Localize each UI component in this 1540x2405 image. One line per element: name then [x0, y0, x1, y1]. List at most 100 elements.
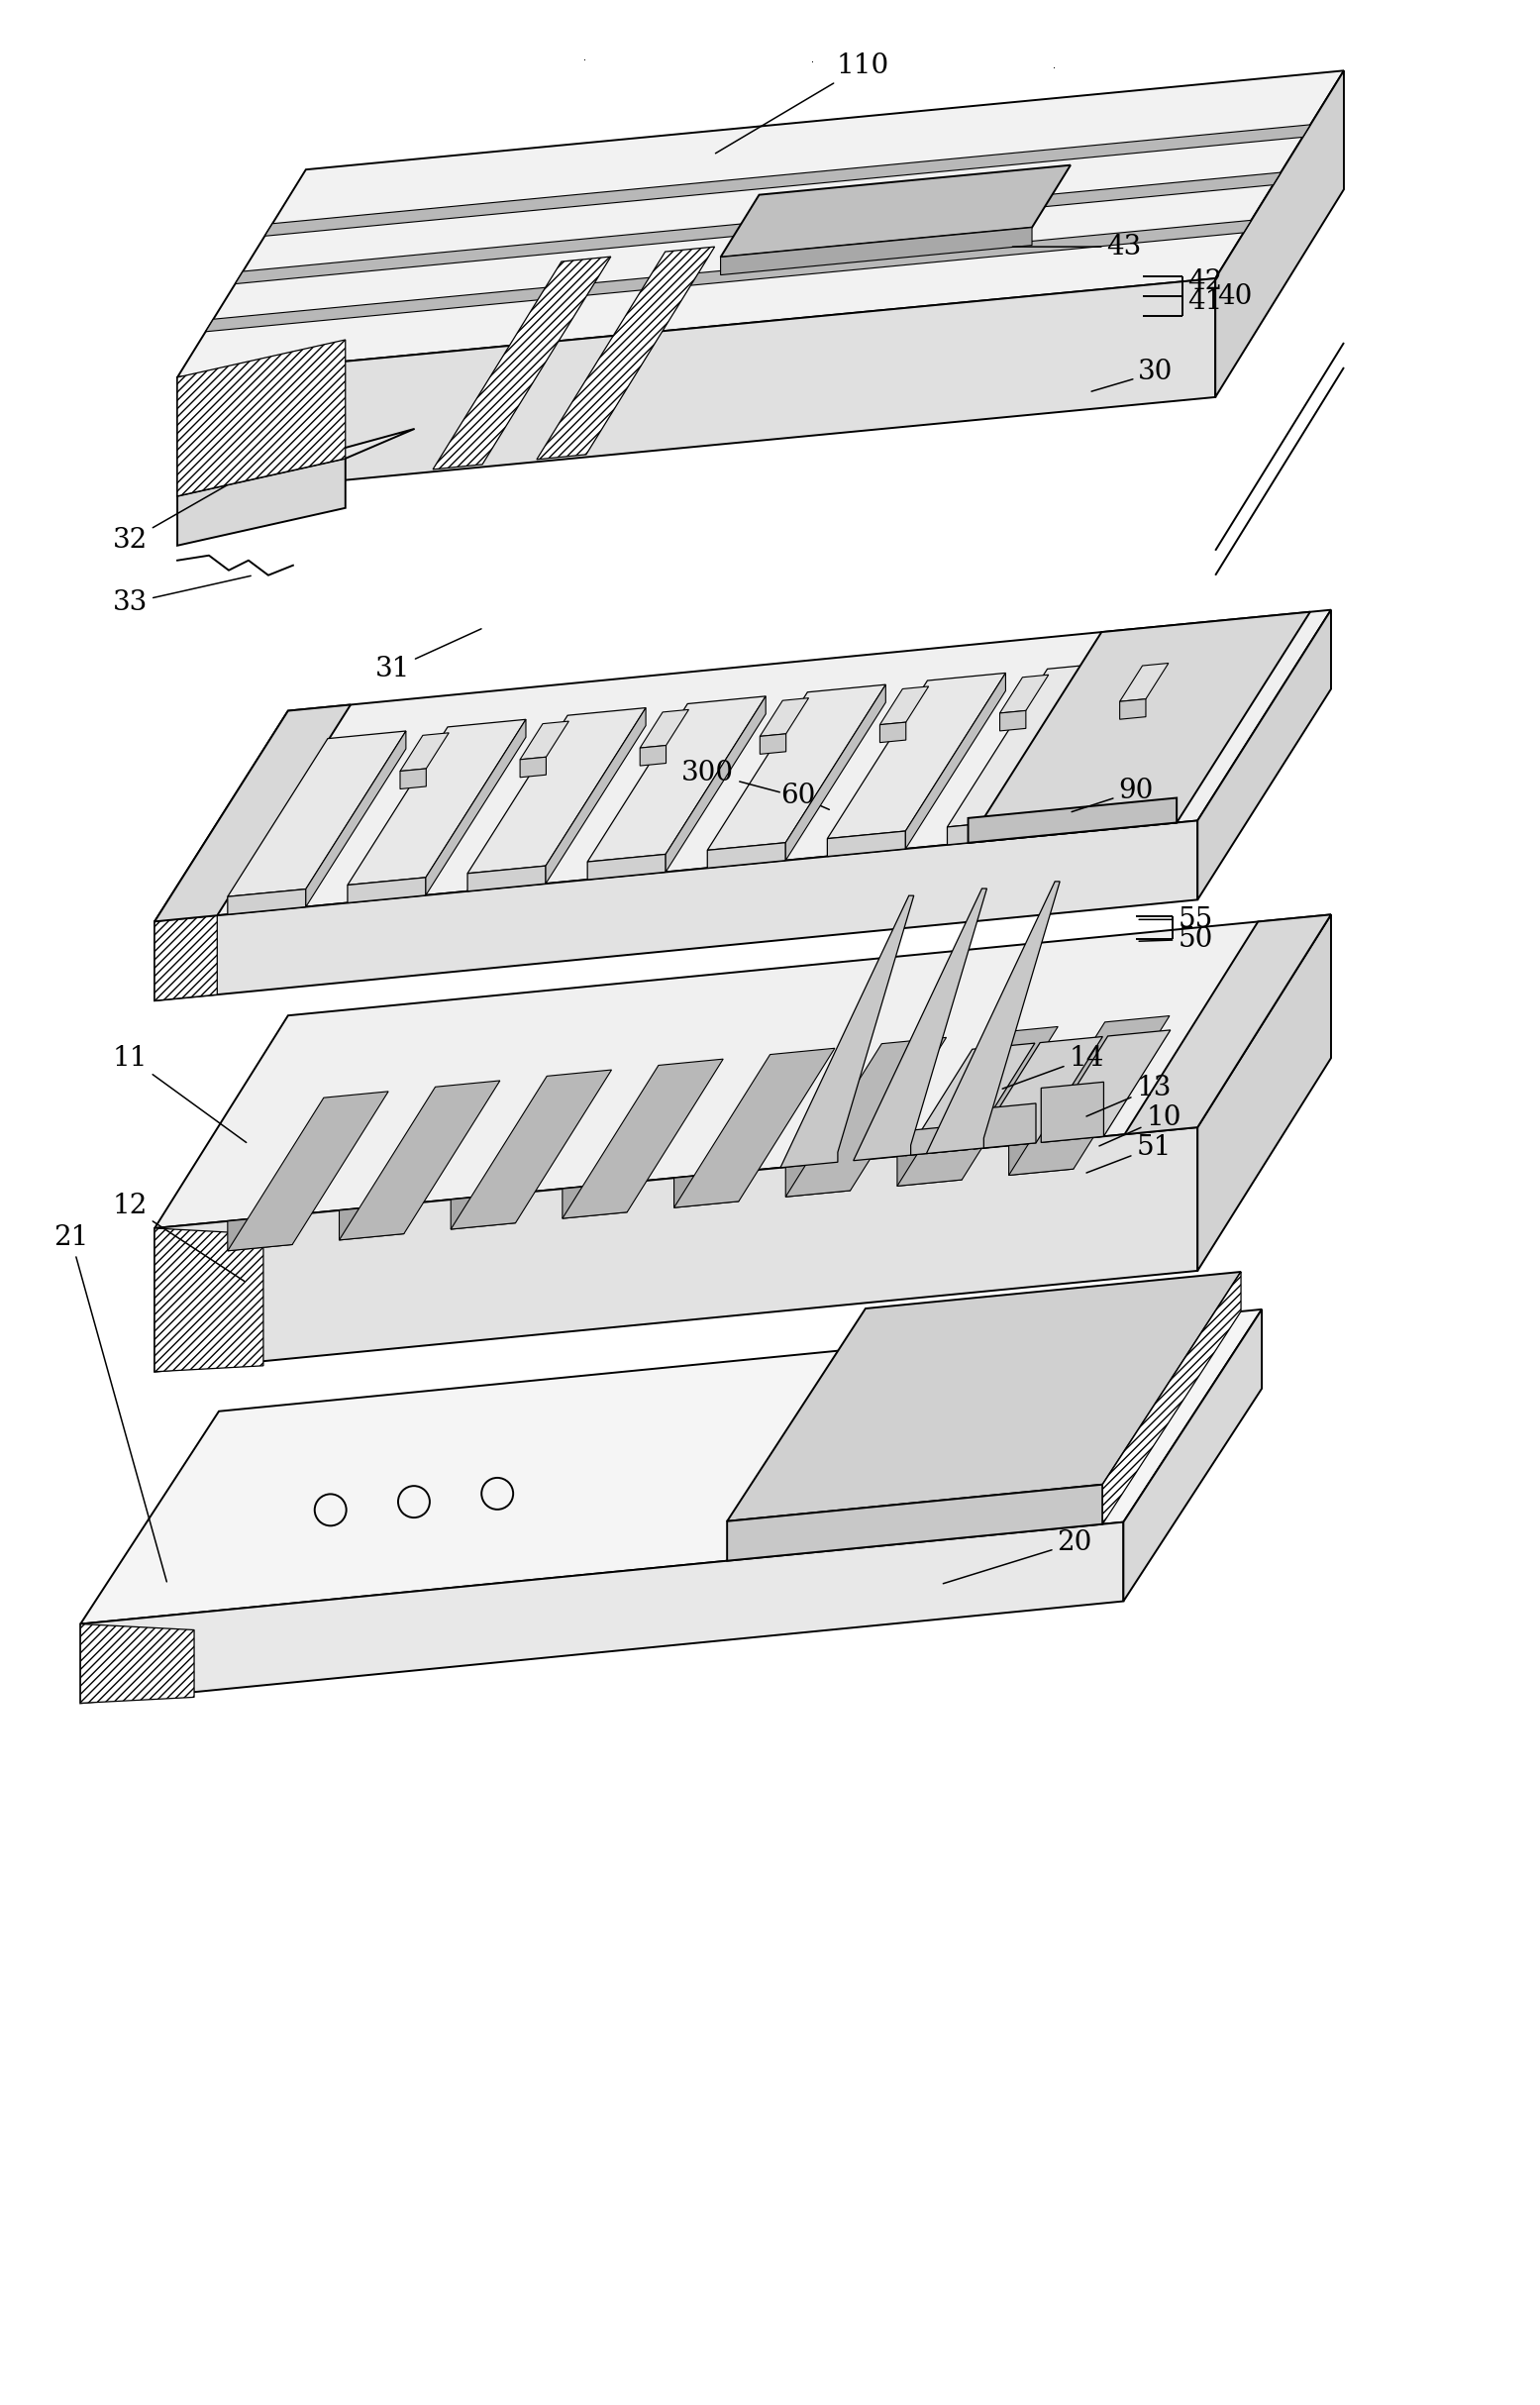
Polygon shape [898, 1150, 962, 1186]
Polygon shape [1103, 1272, 1241, 1525]
Polygon shape [707, 685, 885, 851]
Polygon shape [177, 339, 345, 495]
Polygon shape [675, 1049, 835, 1207]
Polygon shape [425, 719, 525, 895]
Text: 90: 90 [1072, 777, 1153, 813]
Polygon shape [154, 916, 217, 1000]
Polygon shape [785, 685, 886, 861]
Polygon shape [969, 798, 1177, 842]
Text: 50: 50 [1140, 926, 1214, 952]
Text: 31: 31 [376, 628, 482, 683]
Polygon shape [879, 685, 929, 724]
Polygon shape [969, 611, 1311, 842]
Polygon shape [781, 895, 913, 1169]
Polygon shape [707, 842, 785, 868]
Text: 40: 40 [1217, 284, 1252, 310]
Polygon shape [853, 887, 987, 1162]
Polygon shape [1215, 70, 1344, 397]
Polygon shape [1198, 611, 1331, 899]
Polygon shape [433, 257, 611, 469]
Polygon shape [973, 1037, 1103, 1150]
Text: 41: 41 [1187, 289, 1223, 315]
Polygon shape [228, 890, 306, 914]
Polygon shape [1198, 914, 1331, 1270]
Polygon shape [468, 707, 645, 873]
Polygon shape [827, 673, 1006, 839]
Polygon shape [973, 1104, 1036, 1150]
Polygon shape [451, 1070, 611, 1229]
Polygon shape [265, 125, 1311, 236]
Polygon shape [80, 1308, 1261, 1623]
Polygon shape [154, 705, 351, 921]
Polygon shape [1067, 649, 1246, 815]
Polygon shape [721, 228, 1032, 274]
Polygon shape [562, 1183, 627, 1219]
Text: 60: 60 [781, 782, 829, 810]
Polygon shape [759, 734, 785, 755]
Polygon shape [339, 1205, 403, 1241]
Polygon shape [177, 70, 1344, 378]
Text: 32: 32 [112, 486, 226, 553]
Polygon shape [999, 676, 1049, 714]
Polygon shape [587, 695, 765, 861]
Polygon shape [927, 883, 1060, 1154]
Polygon shape [306, 731, 407, 907]
Polygon shape [947, 661, 1126, 827]
Polygon shape [154, 914, 1331, 1229]
Polygon shape [177, 279, 1215, 495]
Polygon shape [451, 1193, 516, 1229]
Polygon shape [759, 697, 808, 736]
Polygon shape [177, 459, 345, 546]
Text: 10: 10 [1100, 1104, 1181, 1145]
Polygon shape [521, 758, 547, 777]
Polygon shape [154, 820, 1198, 1000]
Polygon shape [999, 709, 1026, 731]
Polygon shape [228, 1215, 293, 1251]
Polygon shape [177, 428, 414, 495]
Polygon shape [785, 1037, 947, 1198]
Polygon shape [827, 832, 906, 856]
Text: 110: 110 [716, 53, 890, 154]
Text: 11: 11 [112, 1044, 246, 1142]
Polygon shape [400, 734, 448, 772]
Polygon shape [400, 770, 427, 789]
Text: 13: 13 [1086, 1075, 1172, 1116]
Polygon shape [339, 1080, 500, 1241]
Polygon shape [1009, 1015, 1169, 1176]
Polygon shape [348, 719, 525, 885]
Text: 14: 14 [1003, 1044, 1104, 1089]
Polygon shape [721, 166, 1070, 257]
Polygon shape [641, 709, 688, 748]
Text: 43: 43 [1012, 233, 1141, 260]
Text: 42: 42 [1187, 267, 1223, 296]
Polygon shape [228, 1092, 388, 1251]
Polygon shape [675, 1171, 739, 1207]
Polygon shape [947, 820, 1026, 844]
Text: 51: 51 [1086, 1133, 1172, 1174]
Polygon shape [154, 611, 1331, 921]
Polygon shape [587, 854, 665, 880]
Text: 300: 300 [682, 760, 779, 791]
Polygon shape [1026, 661, 1126, 837]
Polygon shape [1124, 914, 1331, 1135]
Polygon shape [206, 221, 1252, 332]
Text: 12: 12 [112, 1193, 245, 1282]
Polygon shape [727, 1272, 1241, 1522]
Polygon shape [80, 1522, 1123, 1703]
Polygon shape [521, 722, 568, 760]
Text: 55: 55 [1140, 907, 1212, 933]
Polygon shape [80, 1623, 194, 1703]
Polygon shape [906, 1044, 1035, 1154]
Text: 20: 20 [942, 1530, 1092, 1582]
Polygon shape [1120, 700, 1146, 719]
Polygon shape [468, 866, 545, 892]
Polygon shape [879, 722, 906, 743]
Polygon shape [785, 1162, 850, 1198]
Polygon shape [562, 1058, 724, 1219]
Polygon shape [906, 673, 1006, 849]
Polygon shape [348, 878, 425, 902]
Polygon shape [154, 1128, 1198, 1371]
Text: 21: 21 [54, 1224, 166, 1582]
Polygon shape [727, 1484, 1103, 1561]
Polygon shape [1120, 664, 1169, 702]
